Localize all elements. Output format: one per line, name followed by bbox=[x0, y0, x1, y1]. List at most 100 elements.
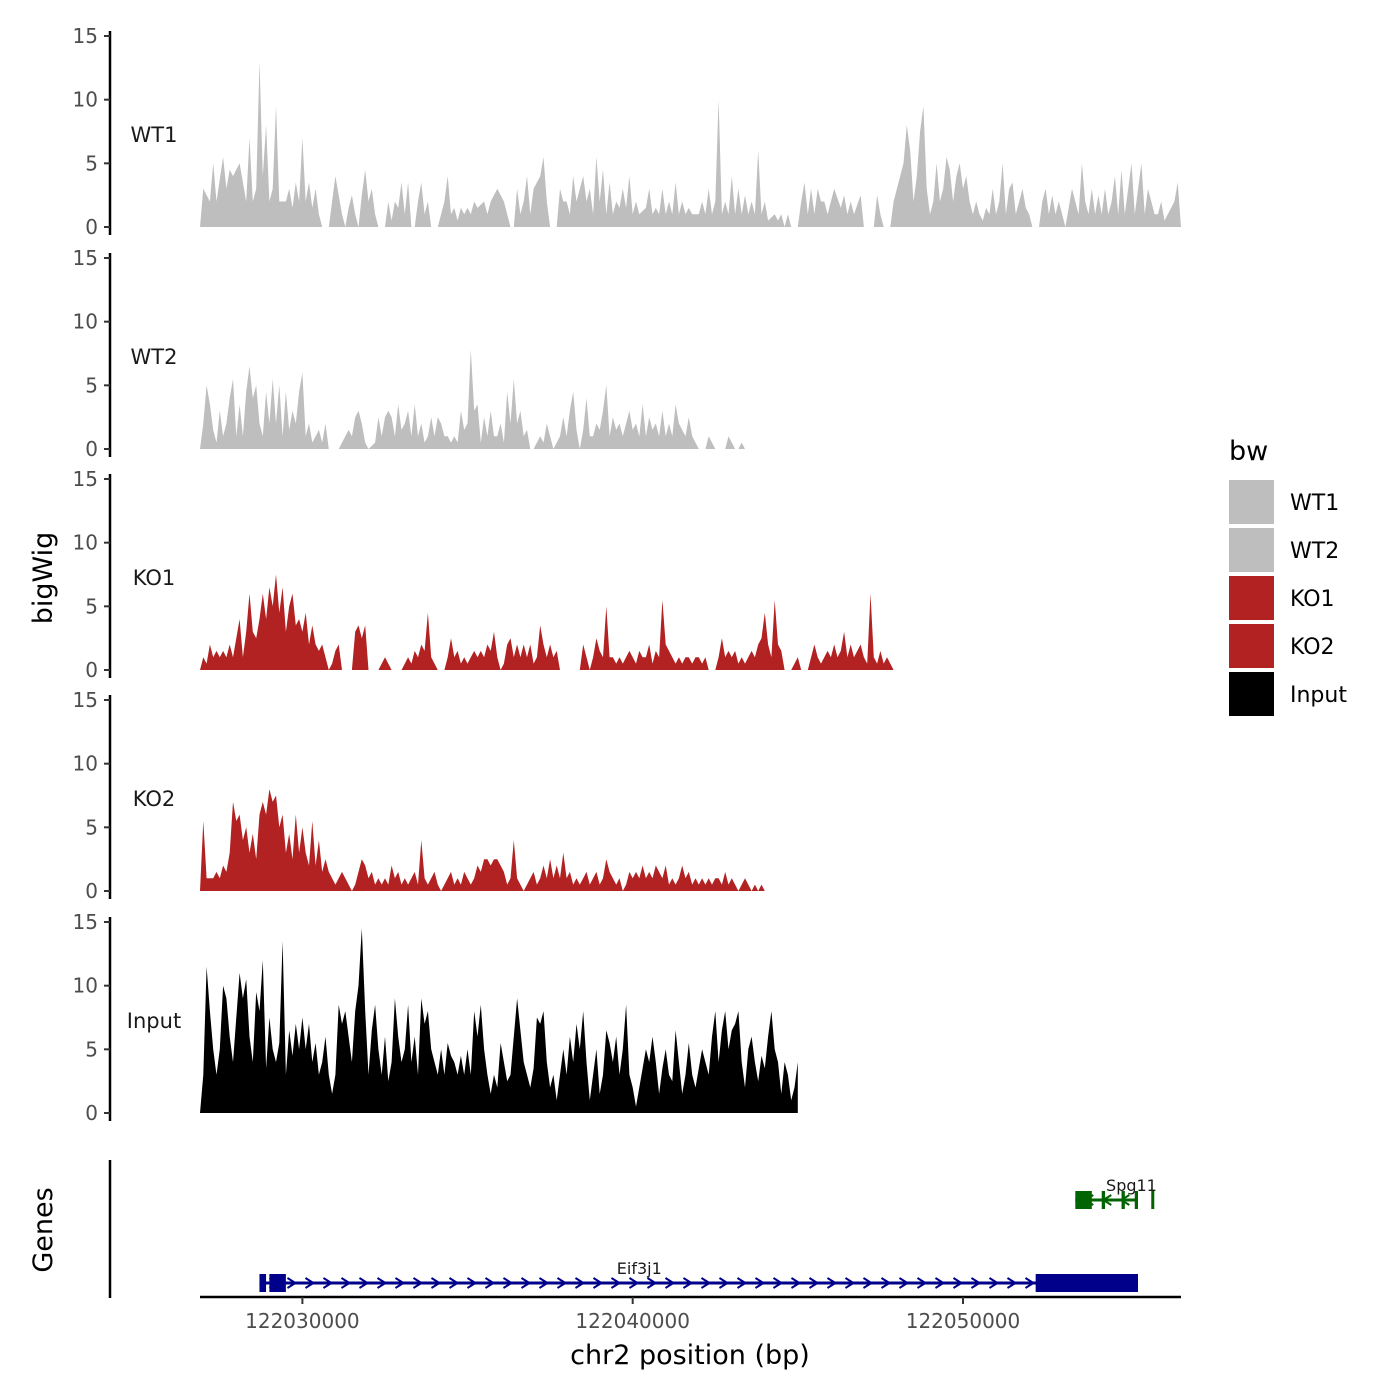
signal-area-wt1 bbox=[200, 61, 1181, 227]
strand-chevron bbox=[538, 1277, 550, 1289]
strand-chevron bbox=[286, 1277, 298, 1289]
strand-chevron bbox=[358, 1277, 370, 1289]
strand-chevron bbox=[556, 1277, 568, 1289]
y-tick-label: 15 bbox=[73, 910, 98, 934]
strand-chevron bbox=[394, 1277, 406, 1289]
track-label: KO1 bbox=[133, 566, 176, 590]
genes-panel: Spg11 Eif3j1 bbox=[108, 1160, 1157, 1298]
y-tick-label: 0 bbox=[85, 215, 98, 239]
y-tick-label: 0 bbox=[85, 437, 98, 461]
strand-chevron bbox=[304, 1277, 316, 1289]
strand-chevron bbox=[376, 1277, 388, 1289]
legend-title: bw bbox=[1229, 436, 1268, 467]
x-tick-label: 122050000 bbox=[906, 1309, 1021, 1333]
strand-chevron bbox=[466, 1277, 478, 1289]
legend-label-ko2: KO2 bbox=[1290, 635, 1335, 660]
y-tick-label: 0 bbox=[85, 1101, 98, 1125]
legend-swatch-ko1 bbox=[1229, 576, 1274, 620]
signal-area-ko1 bbox=[200, 574, 907, 670]
strand-chevron bbox=[448, 1277, 460, 1289]
strand-chevron bbox=[502, 1277, 514, 1289]
y-tick-label: 5 bbox=[85, 594, 98, 618]
strand-chevron bbox=[574, 1277, 586, 1289]
track-label: Input bbox=[127, 1009, 181, 1033]
y-tick-label: 15 bbox=[73, 24, 98, 48]
x-tick-label: 122030000 bbox=[245, 1309, 360, 1333]
strand-chevron bbox=[412, 1277, 424, 1289]
strand-chevron bbox=[592, 1277, 604, 1289]
legend-swatch-ko2 bbox=[1229, 624, 1274, 668]
y-tick-label: 5 bbox=[85, 815, 98, 839]
strand-chevron bbox=[682, 1277, 694, 1289]
strand-chevron bbox=[826, 1277, 838, 1289]
signal-area-wt2 bbox=[200, 349, 808, 449]
y-axis-title: bigWig bbox=[28, 532, 59, 625]
track-ko2: 0 5 10 15 KO2 bbox=[73, 688, 775, 903]
track-input: 0 5 10 15 Input bbox=[73, 910, 798, 1125]
legend-swatch-wt2 bbox=[1229, 528, 1274, 572]
y-tick-label: 5 bbox=[85, 373, 98, 397]
track-label: KO2 bbox=[133, 787, 176, 811]
strand-chevron bbox=[610, 1277, 622, 1289]
strand-chevron bbox=[934, 1277, 946, 1289]
strand-chevron bbox=[898, 1277, 910, 1289]
x-tick-label: 122040000 bbox=[575, 1309, 690, 1333]
y-tick-label: 10 bbox=[73, 974, 98, 998]
legend-label-wt2: WT2 bbox=[1290, 539, 1339, 564]
strand-chevron bbox=[808, 1277, 820, 1289]
exon bbox=[269, 1274, 286, 1292]
exon bbox=[259, 1274, 267, 1292]
exon bbox=[1121, 1191, 1125, 1209]
strand-chevron bbox=[664, 1277, 676, 1289]
exon bbox=[1075, 1191, 1092, 1209]
exon bbox=[1035, 1274, 1138, 1292]
legend: bw WT1 WT2 KO1 KO2 Input bbox=[1229, 436, 1347, 716]
strand-chevron bbox=[484, 1277, 496, 1289]
y-tick-label: 5 bbox=[85, 1037, 98, 1061]
gene-label: Eif3j1 bbox=[617, 1259, 662, 1278]
track-wt2: 0 5 10 15 WT2 bbox=[73, 246, 808, 461]
track-label: WT1 bbox=[131, 123, 178, 147]
legend-swatch-wt1 bbox=[1229, 480, 1274, 524]
strand-chevron bbox=[628, 1277, 640, 1289]
gene-spg11: Spg11 bbox=[1075, 1176, 1157, 1209]
strand-chevron bbox=[430, 1277, 442, 1289]
legend-label-ko1: KO1 bbox=[1290, 587, 1335, 612]
legend-label-input: Input bbox=[1290, 683, 1347, 708]
strand-chevron bbox=[736, 1277, 748, 1289]
gene-label: Spg11 bbox=[1106, 1176, 1157, 1195]
strand-chevron bbox=[880, 1277, 892, 1289]
track-label: WT2 bbox=[131, 345, 178, 369]
y-tick-label: 15 bbox=[73, 688, 98, 712]
strand-chevron bbox=[844, 1277, 856, 1289]
gene-eif3j1: Eif3j1 bbox=[259, 1259, 1138, 1292]
strand-chevron bbox=[1006, 1277, 1018, 1289]
signal-tracks: 0 5 10 15 WT1 0 5 10 15 WT2 0 5 10 15 KO1 0 5 10 15 KO2 0 5 10… bbox=[73, 24, 1181, 1125]
strand-chevron bbox=[718, 1277, 730, 1289]
strand-chevron bbox=[862, 1277, 874, 1289]
strand-chevron bbox=[952, 1277, 964, 1289]
signal-area-ko2 bbox=[200, 789, 775, 891]
strand-chevron bbox=[772, 1277, 784, 1289]
legend-label-wt1: WT1 bbox=[1290, 491, 1339, 516]
track-wt1: 0 5 10 15 WT1 bbox=[73, 24, 1181, 239]
y-tick-label: 0 bbox=[85, 879, 98, 903]
x-axis-title: chr2 position (bp) bbox=[570, 1340, 810, 1371]
strand-chevron bbox=[916, 1277, 928, 1289]
strand-chevron bbox=[1119, 1194, 1130, 1206]
strand-chevron bbox=[646, 1277, 658, 1289]
exon bbox=[1134, 1191, 1138, 1209]
exon bbox=[1101, 1191, 1106, 1209]
signal-area-input bbox=[200, 928, 798, 1113]
x-axis: 122030000 122040000 122050000 bbox=[200, 1295, 1181, 1333]
y-tick-label: 15 bbox=[73, 246, 98, 270]
strand-chevron bbox=[520, 1277, 532, 1289]
strand-chevron bbox=[1024, 1277, 1036, 1289]
exon bbox=[1151, 1191, 1155, 1209]
y-tick-label: 10 bbox=[73, 531, 98, 555]
strand-chevron bbox=[700, 1277, 712, 1289]
y-tick-label: 10 bbox=[73, 310, 98, 334]
y-tick-label: 0 bbox=[85, 658, 98, 682]
strand-chevron bbox=[340, 1277, 352, 1289]
